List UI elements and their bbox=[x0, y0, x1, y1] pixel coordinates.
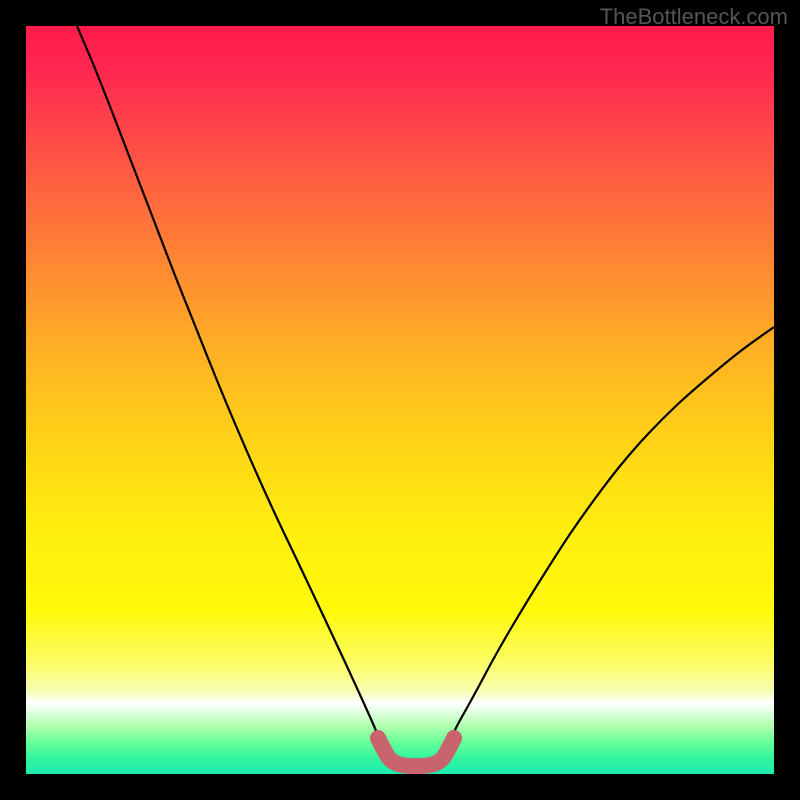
curve-left-branch bbox=[77, 26, 385, 751]
bottleneck-curve bbox=[26, 26, 774, 774]
curve-valley-highlight bbox=[378, 738, 454, 766]
chart-plot-area bbox=[26, 26, 774, 774]
watermark-text: TheBottleneck.com bbox=[600, 4, 788, 30]
curve-right-branch bbox=[444, 327, 774, 751]
